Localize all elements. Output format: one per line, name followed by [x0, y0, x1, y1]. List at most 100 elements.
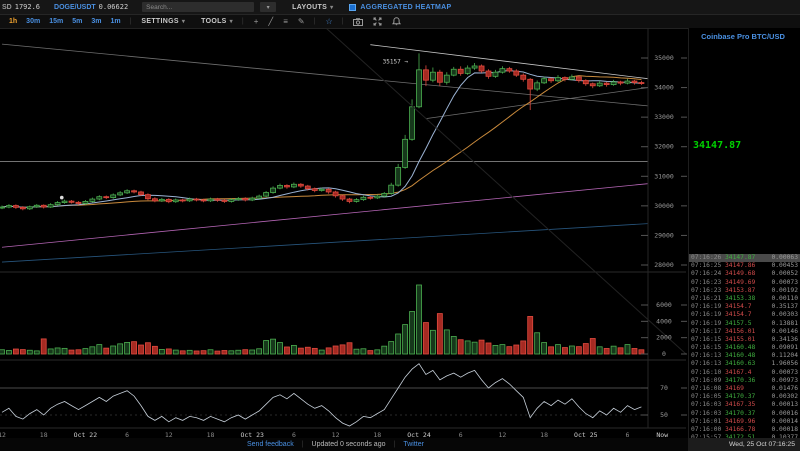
time-axis-label: 12	[498, 431, 506, 439]
trade-amount: 0.00192	[771, 286, 798, 294]
market-title[interactable]: Coinbase Pro BTC/USD	[701, 32, 785, 41]
time-axis-label: Now	[656, 431, 668, 439]
search-dropdown-button[interactable]: ▾	[260, 2, 277, 12]
trade-row[interactable]: 07:16:13 34160.63 1.96056	[689, 360, 800, 368]
trade-row[interactable]: 07:16:19 34157.5 0.13881	[689, 320, 800, 328]
svg-text:35000: 35000	[654, 54, 674, 62]
timeframe-1m[interactable]: 1m	[110, 18, 121, 25]
trade-row[interactable]: 07:16:23 34149.69 0.00073	[689, 279, 800, 287]
search-input[interactable]	[142, 2, 255, 12]
trade-amount: 0.00146	[771, 327, 798, 335]
svg-text:6000: 6000	[656, 301, 672, 309]
trade-row[interactable]: 07:16:19 34154.7 0.35137	[689, 303, 800, 311]
trade-row[interactable]: 07:16:13 34160.48 0.11204	[689, 352, 800, 360]
trade-time: 07:16:21	[691, 294, 722, 302]
trade-row[interactable]: 07:16:23 34153.87 0.00192	[689, 287, 800, 295]
timeframe-3m[interactable]: 3m	[91, 18, 102, 25]
ticker2-value: 0.06622	[98, 3, 129, 11]
footer-bar: Send feedback | Updated 0 seconds ago | …	[0, 438, 800, 451]
trade-row[interactable]: 07:16:00 34166.78 0.00018	[689, 426, 800, 434]
time-axis-label: 12	[165, 431, 173, 439]
trade-price: 34160.63	[725, 360, 756, 368]
trade-row[interactable]: 07:16:03 34167.35 0.00013	[689, 401, 800, 409]
trade-amount: 0.00063	[771, 254, 798, 261]
trade-row[interactable]: 07:15:57 34172.51 0.10377	[689, 434, 800, 438]
trade-price: 34169.96	[725, 417, 756, 425]
svg-text:28000: 28000	[654, 261, 674, 269]
trade-time: 07:16:13	[691, 360, 722, 368]
trade-time: 07:16:19	[691, 311, 722, 319]
bell-icon[interactable]	[392, 17, 402, 26]
trade-price: 34154.7	[725, 303, 752, 311]
brush-icon[interactable]: ✎	[297, 16, 305, 26]
trade-row[interactable]: 07:16:25 34147.86 0.00453	[689, 262, 800, 270]
crosshair-icon[interactable]: +	[253, 16, 259, 26]
timeframe-group: 1h 30m 15m 5m 3m 1m	[0, 18, 121, 25]
horizontal-line-icon[interactable]: ≡	[283, 16, 288, 26]
trade-time: 07:16:13	[691, 352, 722, 360]
svg-text:31000: 31000	[654, 172, 674, 180]
time-axis-label: 6	[459, 431, 463, 439]
svg-text:29000: 29000	[654, 231, 674, 239]
trade-amount: 0.11204	[771, 352, 798, 360]
trade-price: 34155.01	[725, 335, 756, 343]
trade-amount: 0.00052	[771, 270, 798, 278]
star-icon[interactable]: ☆	[325, 16, 333, 26]
time-axis-label: Oct 24	[407, 431, 431, 439]
trade-row[interactable]: 07:16:01 34169.96 0.00014	[689, 418, 800, 426]
trade-time: 07:16:24	[691, 270, 722, 278]
trade-row[interactable]: 07:16:17 34156.01 0.00146	[689, 328, 800, 336]
trendline-icon[interactable]: ╱	[268, 16, 274, 26]
trade-amount: 0.01476	[771, 385, 798, 392]
trade-row[interactable]: 07:16:09 34170.36 0.00973	[689, 377, 800, 385]
aggregated-heatmap-link[interactable]: AGGREGATED HEATMAP	[349, 3, 451, 11]
svg-text:0: 0	[662, 350, 666, 358]
timeframe-1h[interactable]: 1h	[9, 18, 18, 25]
timeframe-30m[interactable]: 30m	[26, 18, 41, 25]
trade-row[interactable]: 07:16:05 34170.37 0.00302	[689, 393, 800, 401]
trade-amount: 0.34136	[771, 335, 798, 343]
trade-row[interactable]: 07:16:03 34170.37 0.00016	[689, 410, 800, 418]
trade-time: 07:16:00	[691, 425, 722, 433]
twitter-link[interactable]: Twitter	[403, 441, 424, 448]
trade-price: 34172.51	[725, 434, 756, 438]
fullscreen-icon[interactable]	[373, 17, 382, 26]
trade-row[interactable]: 07:16:15 34160.48 0.09091	[689, 344, 800, 352]
time-axis-label: Oct 25	[574, 431, 598, 439]
clock: Wed, 25 Oct 07:16:25	[688, 438, 800, 451]
time-axis-label: 18	[373, 431, 381, 439]
settings-menu[interactable]: SETTINGS ▾	[141, 18, 186, 25]
trade-time: 07:16:15	[691, 335, 722, 343]
trade-amount: 0.00110	[771, 294, 798, 302]
trade-price: 34167.4	[725, 368, 752, 376]
chart-toolbar: 1h 30m 15m 5m 3m 1m | SETTINGS ▾ TOOLS ▾ | + ╱ …	[0, 15, 800, 29]
time-axis-label: 18	[40, 431, 48, 439]
trade-row[interactable]: 07:16:24 34149.68 0.00052	[689, 270, 800, 278]
trade-price: 34154.7	[725, 311, 752, 319]
send-feedback-link[interactable]: Send feedback	[247, 441, 294, 448]
timeframe-5m[interactable]: 5m	[72, 18, 83, 25]
price-chart[interactable]: 35157 → 35000 34000 33000 32000 31000 30000 290…	[0, 28, 690, 440]
timeframe-15m[interactable]: 15m	[49, 18, 64, 25]
trade-amount: 1.96056	[771, 360, 798, 368]
trade-amount: 0.00302	[771, 393, 798, 401]
ticker2-symbol[interactable]: DOGE/USDT	[54, 3, 96, 11]
trade-row[interactable]: 07:16:08 34169 0.01476	[689, 385, 800, 393]
trade-price: 34169	[725, 385, 744, 392]
trade-row[interactable]: 07:16:26 34147.87 0.00063	[689, 254, 800, 263]
trade-row[interactable]: 07:16:15 34155.01 0.34136	[689, 336, 800, 344]
trade-amount: 0.00014	[771, 417, 798, 425]
top-bar: SD 1792.6 DOGE/USDT 0.06622 ▾ LAYOUTS▾ A…	[0, 0, 800, 15]
camera-icon[interactable]	[353, 17, 364, 26]
trade-time: 07:16:05	[691, 393, 722, 401]
trade-price: 34170.37	[725, 409, 756, 417]
time-axis-label: Oct 23	[240, 431, 264, 439]
trade-price: 34149.69	[725, 278, 756, 286]
ticker1-symbol[interactable]: SD	[2, 3, 12, 11]
trade-row[interactable]: 07:16:10 34167.4 0.00073	[689, 369, 800, 377]
trade-history-list[interactable]: 07:16:26 34147.87 0.00063 07:16:25 34147.86 0…	[689, 254, 800, 438]
trade-row[interactable]: 07:16:19 34154.7 0.00303	[689, 311, 800, 319]
tools-menu[interactable]: TOOLS ▾	[201, 18, 233, 25]
trade-row[interactable]: 07:16:21 34153.38 0.00110	[689, 295, 800, 303]
layouts-menu[interactable]: LAYOUTS ▾	[292, 3, 334, 11]
